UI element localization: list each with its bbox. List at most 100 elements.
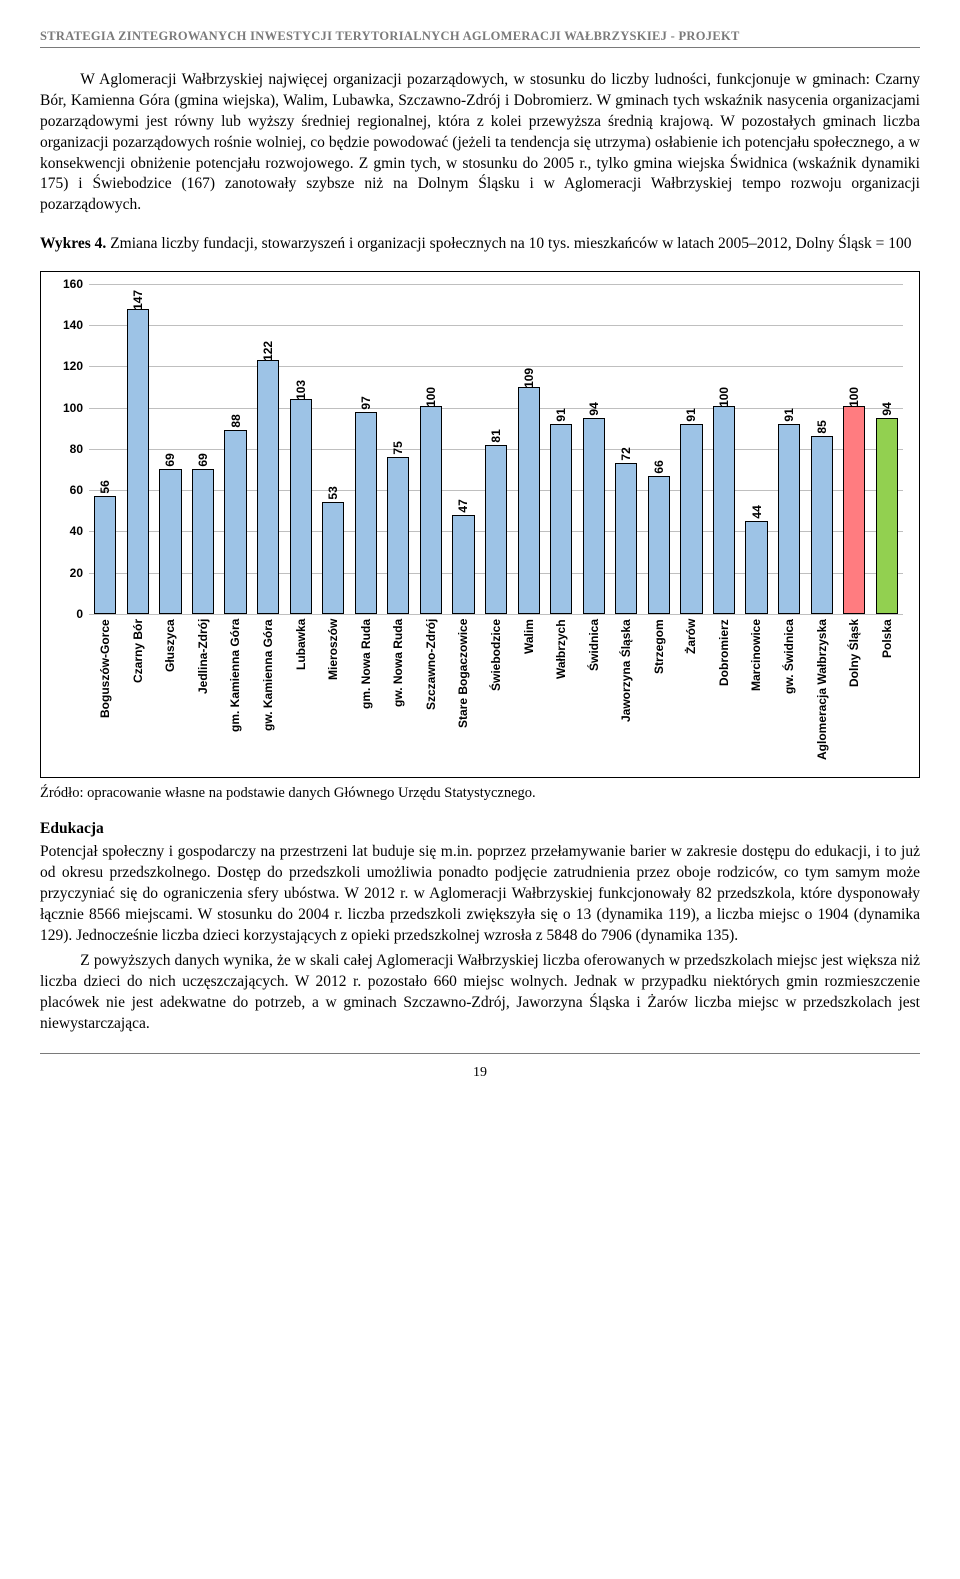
bar-slot: 100: [708, 284, 741, 614]
x-label-slot: Wałbrzych: [545, 619, 578, 769]
x-tick-label: Żarów: [683, 619, 699, 769]
bar: 69: [192, 469, 214, 613]
x-label-slot: Żarów: [675, 619, 708, 769]
paragraph-1: W Aglomeracji Wałbrzyskiej najwięcej org…: [40, 70, 920, 216]
x-tick-label: Stare Bogaczowice: [455, 619, 471, 769]
bar-value-label: 91: [781, 408, 797, 421]
bar-slot: 147: [122, 284, 155, 614]
x-label-slot: Świebodzice: [480, 619, 513, 769]
header-rule: [40, 47, 920, 48]
bar: 81: [485, 445, 507, 614]
bar-slot: 44: [740, 284, 773, 614]
x-label-slot: Marcinowice: [740, 619, 773, 769]
bar-slot: 122: [252, 284, 285, 614]
bars-group: 5614769698812210353977510047811099194726…: [89, 284, 903, 614]
x-tick-label: Walim: [521, 619, 537, 769]
section-heading-edukacja: Edukacja: [40, 819, 920, 840]
chart-caption-label: Wykres 4.: [40, 235, 106, 252]
bar: 100: [713, 406, 735, 614]
y-tick-label: 40: [51, 523, 83, 539]
y-tick-label: 100: [51, 399, 83, 415]
bar-value-label: 69: [162, 454, 178, 467]
x-label-slot: Strzegom: [643, 619, 676, 769]
y-tick-label: 0: [51, 606, 83, 622]
bar-value-label: 94: [586, 402, 602, 415]
bar: 75: [387, 457, 409, 614]
bar-value-label: 53: [325, 487, 341, 500]
bar-value-label: 88: [227, 414, 243, 427]
x-label-slot: Głuszyca: [154, 619, 187, 769]
bar-slot: 88: [219, 284, 252, 614]
bar-value-label: 97: [358, 396, 374, 409]
bar: 91: [680, 424, 702, 614]
bar: 44: [745, 521, 767, 614]
bar-value-label: 81: [488, 429, 504, 442]
bar-value-label: 66: [651, 460, 667, 473]
x-labels: Boguszów-GorceCzarny BórGłuszycaJedlina-…: [89, 619, 903, 769]
page-header: STRATEGIA ZINTEGROWANYCH INWESTYCJI TERY…: [40, 28, 920, 47]
y-tick-label: 60: [51, 482, 83, 498]
x-tick-label: gw. Nowa Ruda: [390, 619, 406, 769]
bar: 47: [452, 515, 474, 614]
bar: 109: [518, 387, 540, 614]
y-tick-label: 120: [51, 358, 83, 374]
bar-slot: 94: [871, 284, 904, 614]
x-tick-label: Dolny Śląsk: [846, 619, 862, 769]
bar-value-label: 56: [97, 480, 113, 493]
y-tick-label: 80: [51, 441, 83, 457]
x-tick-label: gw. Kamienna Góra: [260, 619, 276, 769]
footer-rule: [40, 1053, 920, 1054]
bar-slot: 91: [545, 284, 578, 614]
bar: 97: [355, 412, 377, 614]
x-tick-label: Aglomeracja Wałbrzyska: [814, 619, 830, 769]
bar: 103: [290, 399, 312, 613]
x-tick-label: Polska: [879, 619, 895, 769]
x-tick-label: Lubawka: [293, 619, 309, 769]
x-label-slot: Lubawka: [284, 619, 317, 769]
bar: 100: [420, 406, 442, 614]
bar: 88: [224, 430, 246, 614]
x-tick-label: Czarny Bór: [130, 619, 146, 769]
x-tick-label: Boguszów-Gorce: [97, 619, 113, 769]
x-label-slot: Walim: [512, 619, 545, 769]
bar-slot: 53: [317, 284, 350, 614]
x-label-slot: Dobromierz: [708, 619, 741, 769]
bar: 72: [615, 463, 637, 614]
bar-slot: 69: [154, 284, 187, 614]
x-label-slot: gw. Kamienna Góra: [252, 619, 285, 769]
x-label-slot: Boguszów-Gorce: [89, 619, 122, 769]
bar-value-label: 100: [716, 386, 732, 406]
x-tick-label: Jaworzyna Śląska: [618, 619, 634, 769]
bar-slot: 109: [512, 284, 545, 614]
bar: 91: [550, 424, 572, 614]
y-tick-label: 140: [51, 317, 83, 333]
bar-value-label: 94: [879, 402, 895, 415]
paragraph-2: Potencjał społeczny i gospodarczy na prz…: [40, 842, 920, 947]
bar-value-label: 69: [195, 454, 211, 467]
bar-slot: 75: [382, 284, 415, 614]
x-label-slot: Aglomeracja Wałbrzyska: [805, 619, 838, 769]
x-tick-label: Głuszyca: [162, 619, 178, 769]
bar-value-label: 100: [846, 386, 862, 406]
bar: 69: [159, 469, 181, 613]
bar-slot: 91: [773, 284, 806, 614]
x-label-slot: Stare Bogaczowice: [447, 619, 480, 769]
bar-slot: 85: [805, 284, 838, 614]
bar: 91: [778, 424, 800, 614]
x-tick-label: Wałbrzych: [553, 619, 569, 769]
bar-slot: 81: [480, 284, 513, 614]
bar-value-label: 85: [814, 421, 830, 434]
x-label-slot: Polska: [871, 619, 904, 769]
bar-value-label: 72: [618, 447, 634, 460]
y-tick-label: 20: [51, 564, 83, 580]
x-label-slot: Jaworzyna Śląska: [610, 619, 643, 769]
bar-slot: 69: [187, 284, 220, 614]
x-label-slot: gm. Nowa Ruda: [350, 619, 383, 769]
bar: 85: [811, 436, 833, 613]
bar-value-label: 47: [455, 499, 471, 512]
bar-value-label: 103: [293, 380, 309, 400]
bar: 94: [876, 418, 898, 614]
page-number: 19: [40, 1064, 920, 1083]
chart-caption-text: Zmiana liczby fundacji, stowarzyszeń i o…: [106, 235, 911, 252]
bar-slot: 47: [447, 284, 480, 614]
